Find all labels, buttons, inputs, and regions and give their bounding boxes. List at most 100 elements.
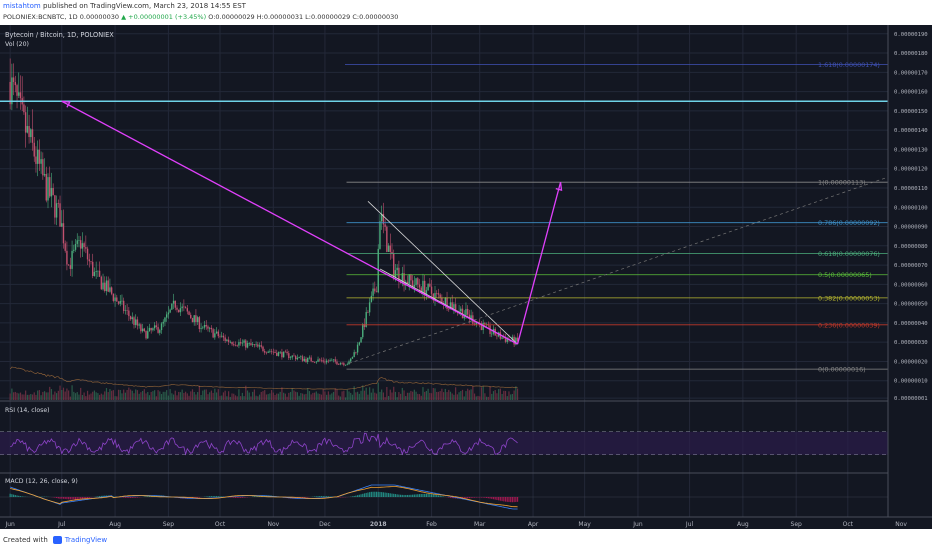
volume-bar [480,387,483,400]
ohlc-line: POLONIEX:BCNBTC, 1D 0.00000030 ▲ +0.0000… [3,13,398,21]
volume-bar [157,390,159,400]
macd-histogram-bar [234,497,237,498]
publish-line: mistahtom published on TradingView.com, … [3,2,246,10]
macd-histogram-bar [78,497,80,500]
macd-histogram-bar [305,497,307,498]
volume-bar [69,396,71,400]
candle-body [356,344,359,353]
volume-bar [236,396,238,400]
x-tick-label: Jun [632,521,643,528]
macd-histogram-bar [102,495,104,497]
macd-histogram-bar [243,497,245,498]
volume-bar [142,390,144,400]
volume-bar [212,392,214,400]
macd-histogram-bar [417,494,419,497]
macd-histogram-bar [195,497,197,498]
candle-body [92,261,94,277]
volume-bar [516,388,519,400]
volume-bar [26,394,28,400]
fib-retracement[interactable]: 1.618(0.00000174) 1(0.00000113) 0.786(0.00… [345,61,890,374]
macd-histogram-bar [62,497,65,499]
candle-body [98,270,101,277]
macd-histogram-bar [362,493,364,497]
volume-bar [467,388,469,400]
volume-bar [100,393,102,400]
candle-body [104,282,106,292]
volume-bar [436,391,438,400]
candle-body [246,343,249,348]
candle-body [31,129,34,143]
candle-body [238,342,240,346]
tradingview-link[interactable]: TradingView [64,536,108,544]
y-tick-label: 0.00000090 [894,225,928,231]
candle-body [325,360,328,363]
macd-histogram-bar [405,494,407,497]
candle-body [88,259,90,262]
volume-bar [154,390,156,400]
volume-bar [387,395,390,400]
volume-bar [286,396,288,400]
volume-bar [276,393,278,400]
volume-bar [288,392,290,400]
volume-bar [499,388,501,400]
volume-bar [145,393,147,400]
macd-histogram-bar [472,497,474,498]
macd-histogram-bar [85,497,87,499]
y-tick-label: 0.00000140 [894,128,928,134]
change-text: ▲ +0.00000001 (+3.45%) [121,13,207,21]
macd-histogram-bar [441,496,443,497]
volume-bar [326,394,328,400]
macd-histogram-bar [508,497,510,503]
x-tick-label: Dec [319,521,331,528]
candle-body [172,300,175,304]
volume-bar [224,390,226,400]
macd-histogram-bar [489,497,491,499]
volume-bar [43,391,46,400]
volume-bar [443,392,445,400]
volume-bar [307,388,309,400]
volume-bar [412,391,414,400]
volume-bar [234,395,237,400]
time-axis[interactable]: Jun Jul Aug Sep Oct Nov Dec 2018 Feb Mar Apr May Jun… [0,516,932,528]
volume-bar [486,396,488,400]
candle-body [119,300,121,304]
macd-histogram-bar [434,494,436,497]
candle-body [248,343,250,344]
macd-histogram-bar [221,496,223,497]
price-axis[interactable]: 0.00000190 0.00000180 0.00000170 0.00000160… [887,25,932,529]
macd-histogram-bar [240,497,242,498]
macd-histogram-bar [401,494,403,497]
volume-bar [186,393,188,400]
volume-bar [432,388,434,400]
macd-histogram-bar [398,494,400,497]
macd-histogram-bar [415,494,417,497]
volume-bar [317,393,319,400]
candle-body [153,325,156,329]
x-tick-label: Jul [685,521,694,528]
macd-histogram-bar [238,497,240,498]
volume-bar [422,387,424,400]
tradingview-logo-icon [52,536,62,544]
volume-bar [152,391,154,400]
volume-bar [258,394,261,400]
author-link[interactable]: mistahtom [3,2,41,10]
drawings[interactable]: 0.000001550.00000030 [0,97,932,364]
volume-bar [374,392,376,400]
macd-histogram-bar [245,497,247,498]
macd-histogram-bar [367,492,369,497]
candle-body [33,142,35,157]
volume-bar [363,390,366,400]
candle-body [420,287,422,293]
candle-body [253,344,256,346]
volume-bar [425,390,427,400]
candle-body [427,283,429,291]
volume-bar [346,389,348,400]
macd-histogram-bar [501,497,503,502]
volume-bar [398,392,400,400]
chart-canvas[interactable]: 1.618(0.00000174) 1(0.00000113) 0.786(0.00… [0,25,932,529]
candle-body [362,323,364,338]
candle-body [183,306,185,308]
candle-body [307,357,309,362]
candle-body [264,351,266,353]
candle-body [415,278,417,285]
